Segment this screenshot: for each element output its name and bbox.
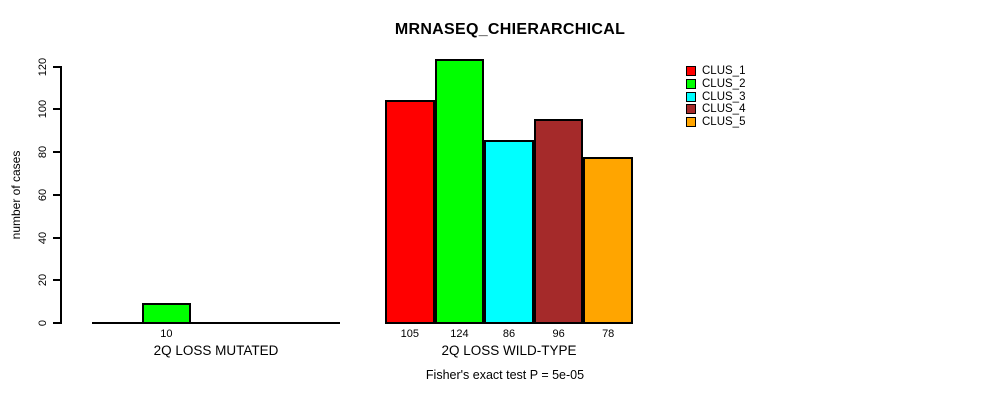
y-tick-mark [53, 279, 61, 282]
y-tick-mark [53, 151, 61, 154]
y-tick-label: 80 [37, 146, 49, 159]
bar-CLUS_1 [385, 99, 435, 324]
y-axis-line [60, 66, 62, 324]
y-tick-mark [53, 193, 61, 196]
bar-value-label: 78 [602, 328, 615, 340]
legend-label: CLUS_2 [702, 78, 746, 91]
legend-label: CLUS_4 [702, 103, 746, 116]
y-tick-mark [53, 108, 61, 111]
group-label: 2Q LOSS WILD-TYPE [441, 343, 577, 358]
y-tick-label: 0 [37, 319, 49, 327]
legend-label: CLUS_5 [702, 116, 746, 129]
legend-entry: CLUS_3 [686, 90, 745, 103]
group-label: 2Q LOSS MUTATED [153, 343, 279, 358]
legend-swatch-icon [686, 79, 696, 90]
bar-CLUS_2 [434, 59, 485, 324]
legend-entry: CLUS_2 [686, 78, 745, 91]
legend-label: CLUS_3 [702, 90, 746, 103]
legend-entry: CLUS_4 [686, 103, 745, 116]
legend-label: CLUS_1 [702, 65, 746, 78]
y-tick-label: 40 [37, 231, 49, 244]
bar-value-label: 96 [552, 328, 565, 340]
y-tick-mark [53, 65, 61, 68]
y-tick-mark [53, 236, 61, 239]
legend-swatch-icon [686, 117, 696, 128]
bar-value-label: 124 [450, 328, 469, 340]
legend: CLUS_1 CLUS_2 CLUS_3 CLUS_4 CLUS_5 [686, 65, 745, 128]
y-tick-label: 120 [37, 57, 49, 76]
group-baseline [92, 322, 340, 324]
y-tick-label: 60 [37, 188, 49, 201]
legend-swatch-icon [686, 104, 696, 115]
bar-value-label: 10 [160, 328, 173, 340]
bar-value-label: 86 [502, 328, 516, 340]
legend-swatch-icon [686, 91, 696, 102]
y-tick-label: 100 [37, 100, 49, 119]
bar-value-label: 105 [400, 328, 419, 340]
y-axis-title: number of cases [9, 150, 23, 240]
bar-CLUS_3 [484, 140, 534, 324]
y-tick-label: 20 [37, 274, 49, 287]
legend-entry: CLUS_5 [686, 116, 745, 129]
bar-CLUS_2 [141, 302, 192, 324]
legend-entry: CLUS_1 [686, 65, 745, 78]
annotation-text: Fisher's exact test P = 5e-05 [425, 368, 585, 382]
bar-CLUS_4 [533, 118, 584, 324]
legend-swatch-icon [686, 66, 696, 77]
chart-title: MRNASEQ_CHIERARCHICAL [394, 21, 626, 38]
y-tick-mark [53, 322, 61, 324]
bar-CLUS_5 [583, 157, 633, 324]
